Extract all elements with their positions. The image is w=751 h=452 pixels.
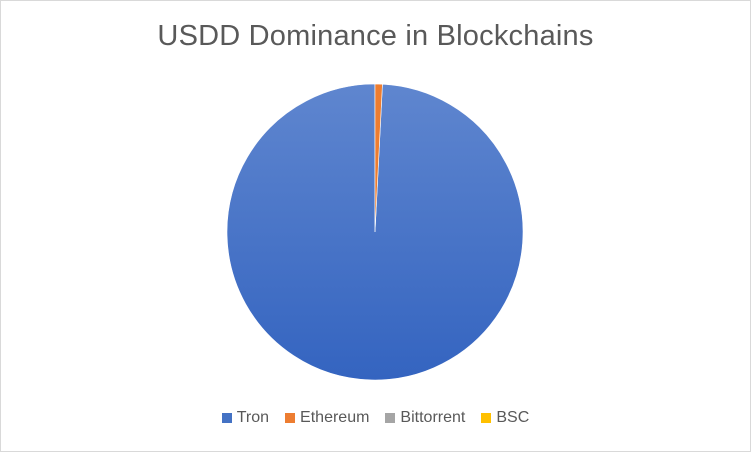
pie-slices [226,83,524,381]
legend-item-ethereum: Ethereum [285,409,369,427]
legend-item-bittorrent: Bittorrent [385,409,465,427]
legend-label: Bittorrent [400,409,466,426]
legend-swatch [221,413,232,423]
legend: Tron Ethereum Bittorrent BSC [0,409,751,427]
legend-item-bsc: BSC [481,409,529,427]
legend-label: Ethereum [300,409,370,426]
legend-swatch [481,413,492,423]
legend-swatch [385,413,396,423]
legend-label: BSC [496,409,530,426]
legend-swatch [285,413,296,423]
chart-title: USDD Dominance in Blockchains [157,20,594,52]
pie-slice-ethereum [374,83,383,233]
legend-label: Tron [236,409,270,426]
legend-item-tron: Tron [221,409,270,427]
